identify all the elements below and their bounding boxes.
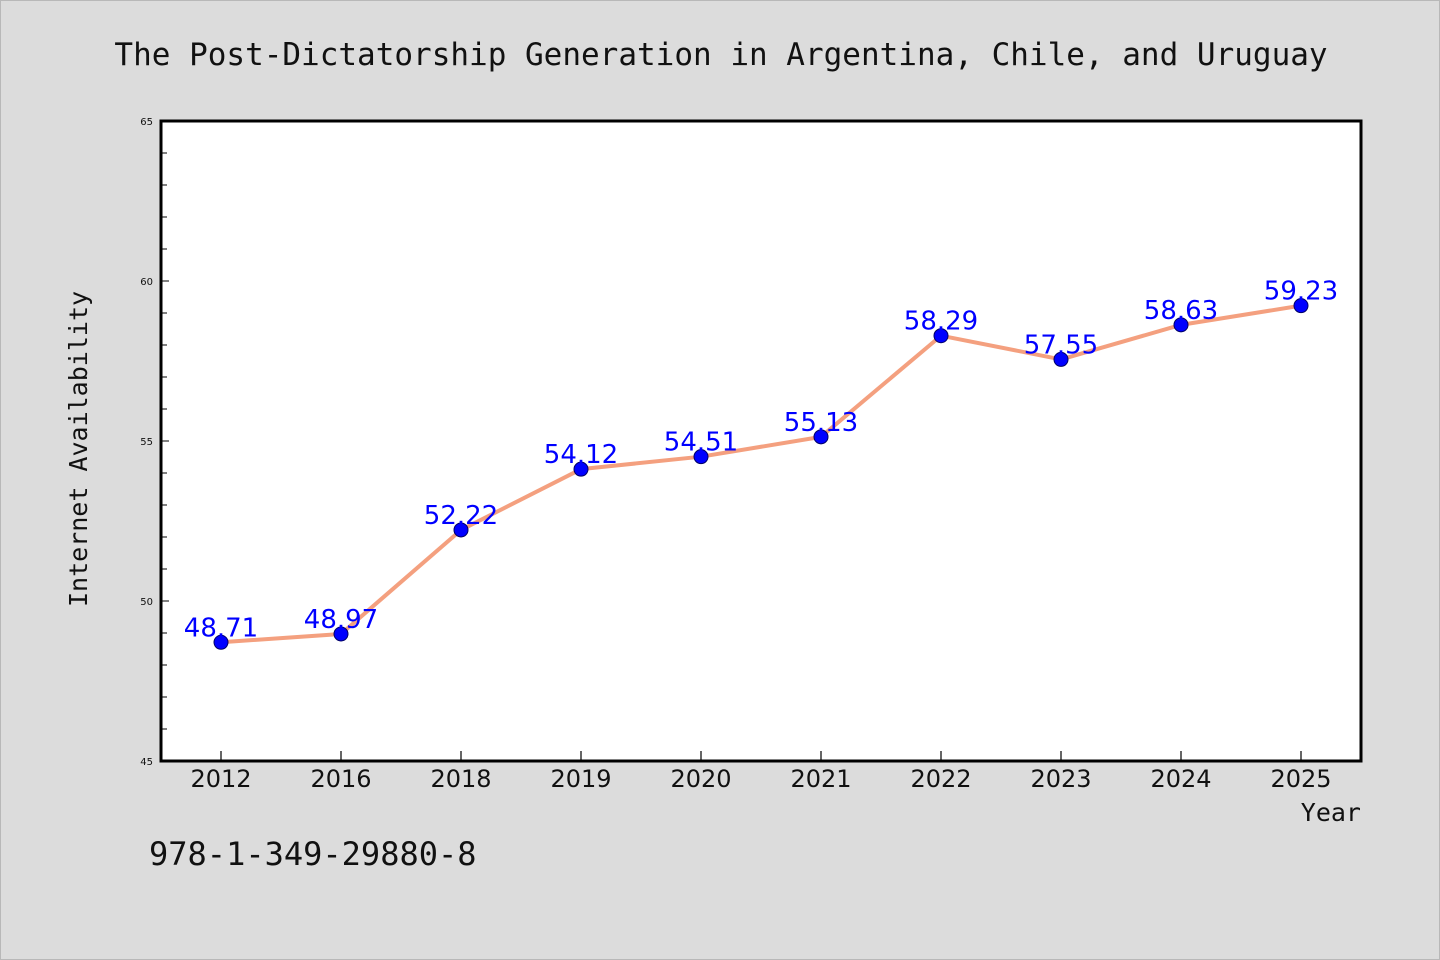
data-point [333, 626, 349, 642]
data-point [813, 429, 829, 445]
data-label: 54.51 [664, 428, 738, 458]
x-axis-label: Year [1301, 798, 1361, 827]
x-tick-label: 2023 [1030, 765, 1091, 793]
x-tick-label: 2019 [550, 765, 611, 793]
data-point [453, 522, 469, 538]
y-tick-label: 60 [140, 277, 153, 288]
y-tick-label: 55 [140, 437, 153, 448]
x-tick-label: 2021 [790, 765, 851, 793]
data-label: 52.22 [424, 501, 498, 531]
data-label: 48.97 [304, 605, 378, 635]
data-point [213, 634, 229, 650]
isbn-text: 978-1-349-29880-8 [149, 835, 477, 873]
x-tick-label: 2024 [1150, 765, 1211, 793]
x-tick-label: 2025 [1270, 765, 1331, 793]
y-tick-label: 45 [140, 757, 153, 768]
data-point [1293, 298, 1309, 314]
chart-title: The Post-Dictatorship Generation in Arge… [114, 37, 1327, 73]
x-tick-label: 2020 [670, 765, 731, 793]
x-tick-label: 2016 [310, 765, 371, 793]
data-label: 48.71 [184, 613, 258, 643]
data-point [693, 449, 709, 465]
data-label: 58.29 [904, 307, 978, 337]
data-labels: 48.71 48.97 52.22 54.12 54.51 55.13 58.29 57.55… [184, 277, 1338, 644]
data-label: 58.63 [1144, 296, 1218, 326]
data-point [1053, 351, 1069, 367]
data-point [933, 328, 949, 344]
y-axis-label: Internet Availability [64, 291, 93, 607]
y-tick-label: 50 [140, 597, 153, 608]
x-tick-label: 2022 [910, 765, 971, 793]
series-line-group [219, 303, 1303, 645]
data-label: 59.23 [1264, 277, 1338, 307]
x-tick-label: 2018 [430, 765, 491, 793]
y-axis-ticks: 45 50 55 60 65 [140, 117, 169, 768]
data-label: 54.12 [544, 440, 618, 470]
data-point [1173, 317, 1189, 333]
data-points [213, 298, 1309, 650]
y-tick-label: 65 [140, 117, 153, 128]
x-axis-ticks: 2012 2016 2018 2019 2020 2021 2022 2023 2024 2025 [190, 751, 1332, 793]
data-point [573, 461, 589, 477]
x-tick-label: 2012 [190, 765, 251, 793]
series-line [219, 303, 1303, 645]
plot-area [159, 119, 1363, 763]
data-label: 57.55 [1024, 330, 1098, 360]
data-label: 55.13 [784, 408, 858, 438]
